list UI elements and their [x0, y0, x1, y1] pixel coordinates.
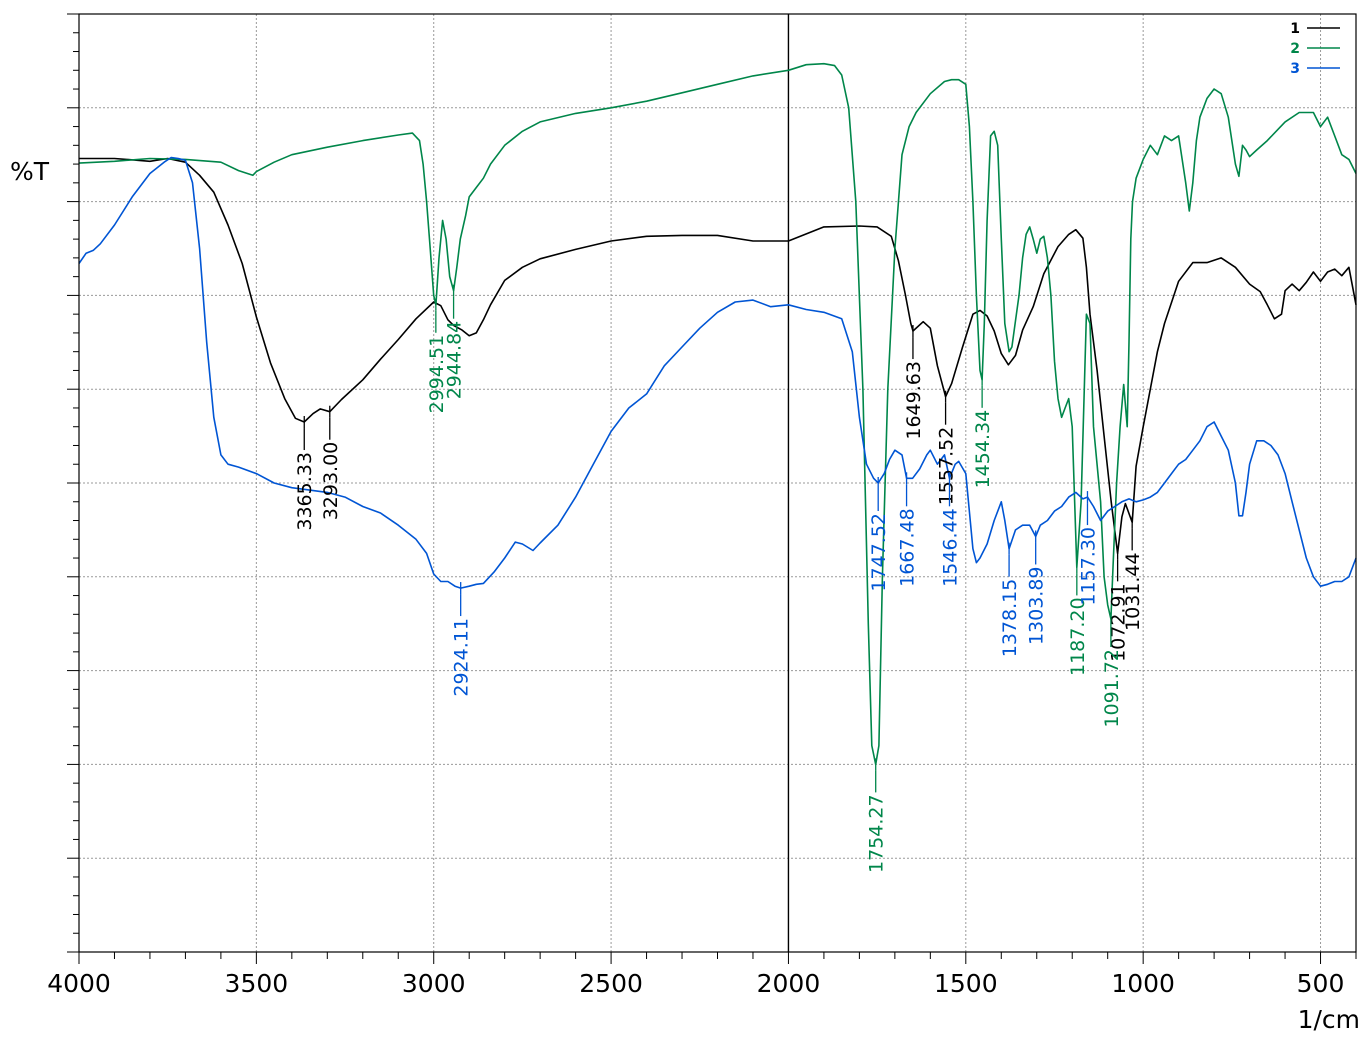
- peak-label: 2924.11: [451, 618, 473, 697]
- peak-label: 2994.51: [426, 335, 448, 414]
- x-tick-label: 3500: [225, 969, 289, 998]
- peak-label: 1747.52: [868, 513, 890, 592]
- peak-label: 1378.15: [999, 579, 1021, 658]
- x-tick-label: 3000: [402, 969, 466, 998]
- y-axis-label: %T: [10, 157, 50, 186]
- peak-label: 1157.30: [1077, 527, 1099, 606]
- peak-label: 1667.48: [897, 508, 919, 587]
- peak-label: 1072.91: [1108, 583, 1130, 662]
- x-tick-label: 4000: [47, 969, 111, 998]
- peak-label: 1187.20: [1067, 597, 1089, 676]
- x-axis-label: 1/cm: [1298, 1005, 1360, 1034]
- x-tick-label: 500: [1297, 969, 1345, 998]
- peak-label: 1557.52: [936, 427, 958, 506]
- axes: 4000 3500 3000 2500 2000 1500 1000 500: [47, 13, 1357, 998]
- x-tick-label: 2500: [579, 969, 643, 998]
- grid: [79, 14, 1356, 952]
- legend-label-1: 1: [1290, 21, 1300, 37]
- peak-label: 3293.00: [320, 442, 342, 521]
- x-tick-label: 1500: [934, 969, 998, 998]
- peak-label: 1031.44: [1122, 552, 1144, 631]
- legend-label-2: 2: [1290, 41, 1300, 57]
- legend: 1 2 3: [1290, 21, 1340, 77]
- peak-label: 1091.72: [1101, 649, 1123, 728]
- peak-label: 1546.44: [939, 508, 961, 587]
- x-tick-label: 1000: [1111, 969, 1175, 998]
- peak-label: 3365.33: [294, 452, 316, 531]
- series-line-1: [79, 157, 1357, 555]
- peak-label: 1649.63: [903, 361, 925, 440]
- x-tick-label: 2000: [757, 969, 821, 998]
- peak-label: 1303.89: [1026, 566, 1048, 645]
- legend-label-3: 3: [1290, 61, 1300, 77]
- peak-label: 2944.84: [444, 321, 466, 400]
- series-line-3: [78, 156, 1357, 589]
- peak-label: 1754.27: [866, 794, 888, 873]
- peak-label: 1454.34: [972, 410, 994, 489]
- peak-annotations: 3365.33 3293.00 1649.63 1557.52 1072.911031.…: [294, 284, 1144, 873]
